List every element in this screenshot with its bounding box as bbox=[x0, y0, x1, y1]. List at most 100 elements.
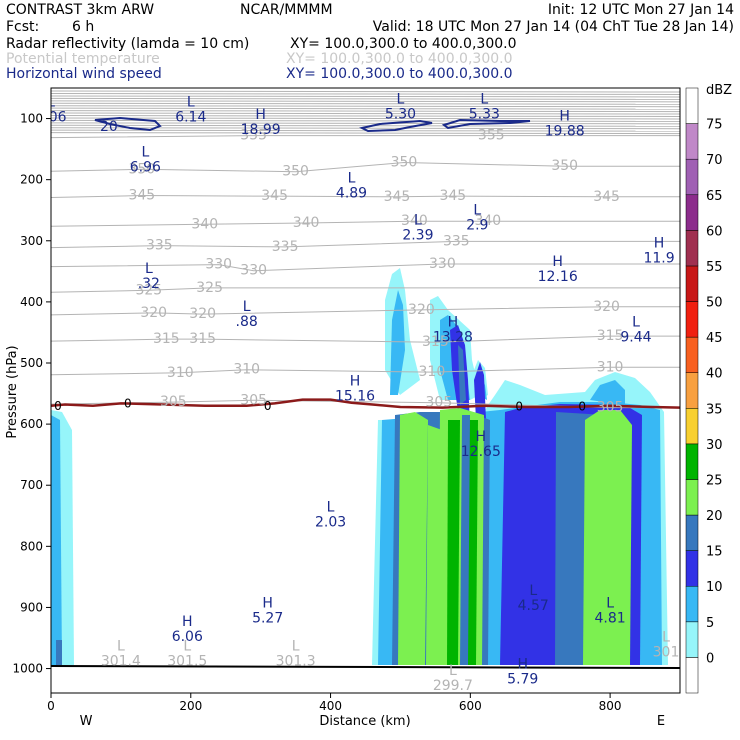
wind-contour-label: 20 bbox=[100, 119, 118, 135]
colorbar-label: 35 bbox=[706, 402, 723, 417]
marker-L: L bbox=[397, 91, 405, 107]
header: CONTRAST 3km ARW NCAR/MMMM Init: 12 UTC … bbox=[6, 2, 734, 82]
marker-value: 12.16 bbox=[538, 269, 578, 285]
theta-label-310: 310 bbox=[597, 359, 624, 375]
title-center: NCAR/MMMM bbox=[240, 2, 333, 18]
marker-value: 2.39 bbox=[402, 227, 433, 243]
theta-label-345: 345 bbox=[261, 188, 288, 204]
surface-marker-value: 301.5 bbox=[167, 654, 207, 670]
colorbar-swatch bbox=[685, 550, 699, 587]
surface-marker-value: 301 bbox=[653, 644, 680, 660]
colorbar-swatch bbox=[685, 123, 699, 160]
marker-value: 6.96 bbox=[130, 159, 161, 175]
colorbar-label: 20 bbox=[706, 509, 723, 524]
colorbar-label: 40 bbox=[706, 367, 723, 382]
upper-theta-line bbox=[51, 93, 680, 95]
colorbar-swatch bbox=[685, 230, 699, 267]
colorbar-swatch bbox=[685, 336, 699, 373]
colorbar-swatch bbox=[685, 408, 699, 445]
upper-theta-line bbox=[51, 107, 680, 110]
marker-value: 12.65 bbox=[461, 444, 501, 460]
upper-theta-line bbox=[51, 90, 680, 93]
theta-label-305: 305 bbox=[240, 392, 267, 408]
colorbar-label: 75 bbox=[706, 118, 723, 133]
theta-label-355: 355 bbox=[478, 128, 505, 144]
marker-value: 9.44 bbox=[620, 329, 651, 345]
plot-frame bbox=[50, 87, 681, 694]
colorbar-label: 25 bbox=[706, 473, 723, 488]
marker-H: H bbox=[517, 657, 528, 673]
x-axis-east-label: E bbox=[657, 714, 665, 729]
y-axis: 100 200 300 400 500 600 700 800 900 1000 bbox=[12, 112, 51, 676]
theta-label-330: 330 bbox=[429, 256, 456, 272]
marker-value: 19.88 bbox=[545, 123, 585, 139]
theta-label-305: 305 bbox=[597, 400, 624, 416]
theta-label-345: 345 bbox=[593, 189, 620, 205]
wind-speed-contours bbox=[94, 116, 531, 133]
colorbar-swatch bbox=[685, 87, 699, 124]
theta-label-315: 315 bbox=[422, 334, 449, 350]
marker-H: H bbox=[255, 107, 266, 123]
marker-value: 2.03 bbox=[315, 515, 346, 531]
marker-value: 5.79 bbox=[507, 672, 538, 688]
field-1-name: Radar reflectivity (lamda = 10 cm) bbox=[6, 36, 249, 52]
colorbar-label: 50 bbox=[706, 296, 723, 311]
y-tick-label: 200 bbox=[20, 173, 43, 187]
theta-label-355: 355 bbox=[240, 128, 267, 144]
surface-marker-L: L bbox=[183, 639, 191, 655]
theta-label-335: 335 bbox=[272, 239, 299, 255]
theta-label-315: 315 bbox=[597, 328, 624, 344]
marker-L: L bbox=[473, 203, 481, 219]
surface-marker-value: 301.3 bbox=[276, 654, 316, 670]
upper-theta-line bbox=[51, 115, 680, 117]
freezing-label: 0 bbox=[54, 399, 62, 413]
colorbar-label: 0 bbox=[706, 651, 714, 666]
marker-value: 7.06 bbox=[35, 109, 66, 125]
upper-theta-line bbox=[51, 95, 680, 98]
colorbar-label: 70 bbox=[706, 153, 723, 168]
surface-marker-value: 301.4 bbox=[101, 654, 141, 670]
x-axis-west-label: W bbox=[80, 714, 93, 729]
marker-value: 6.06 bbox=[172, 629, 203, 645]
theta-label-310: 310 bbox=[419, 364, 446, 380]
valid-time: Valid: 18 UTC Mon 27 Jan 14 (04 ChT Tue … bbox=[373, 19, 734, 35]
theta-label-325: 325 bbox=[135, 282, 162, 298]
theta-label-335: 335 bbox=[443, 233, 470, 249]
upper-theta-line bbox=[51, 105, 680, 108]
marker-value: 5.33 bbox=[469, 106, 500, 122]
upper-theta-line bbox=[51, 122, 680, 125]
upper-theta-line bbox=[51, 110, 680, 113]
marker-value: 13.28 bbox=[433, 329, 473, 345]
freezing-level-labels: 0 0 0 0 0 bbox=[54, 396, 586, 413]
marker-H: H bbox=[559, 108, 570, 124]
marker-L: L bbox=[327, 500, 335, 516]
colorbar-swatch bbox=[685, 372, 699, 409]
field-2-xy: XY= 100.0,300.0 to 400.0,300.0 bbox=[286, 51, 513, 67]
y-tick-label: 400 bbox=[20, 295, 43, 309]
fcst-value: 6 h bbox=[72, 19, 94, 35]
marker-H: H bbox=[552, 254, 563, 270]
theta-label-350: 350 bbox=[551, 158, 578, 174]
marker-value: 2.9 bbox=[466, 218, 488, 234]
marker-value: 18.99 bbox=[241, 122, 281, 138]
x-tick-label: 800 bbox=[599, 699, 622, 713]
colorbar: dBZ 0 5 10 15 20 25 30 35 40 45 50 55 60 65 70 75 bbox=[685, 83, 732, 694]
colorbar-label: 45 bbox=[706, 331, 723, 346]
theta-line-320 bbox=[51, 306, 680, 316]
marker-L: L bbox=[632, 314, 640, 330]
y-tick-label: 600 bbox=[20, 417, 43, 431]
theta-isotherm-lines bbox=[51, 90, 680, 409]
surface-marker-value: 299.7 bbox=[433, 678, 473, 694]
y-tick-label: 900 bbox=[20, 600, 43, 614]
freezing-label: 0 bbox=[124, 396, 132, 410]
marker-H: H bbox=[654, 236, 665, 252]
theta-line-340 bbox=[51, 220, 680, 227]
theta-line-330 bbox=[51, 263, 680, 272]
freezing-label: 0 bbox=[264, 399, 272, 413]
x-tick-label: 200 bbox=[179, 699, 202, 713]
theta-line-345 bbox=[51, 195, 680, 199]
x-tick-label: 0 bbox=[47, 699, 55, 713]
theta-label-330: 330 bbox=[240, 263, 267, 279]
y-axis-label: Pressure (hPa) bbox=[5, 345, 20, 438]
